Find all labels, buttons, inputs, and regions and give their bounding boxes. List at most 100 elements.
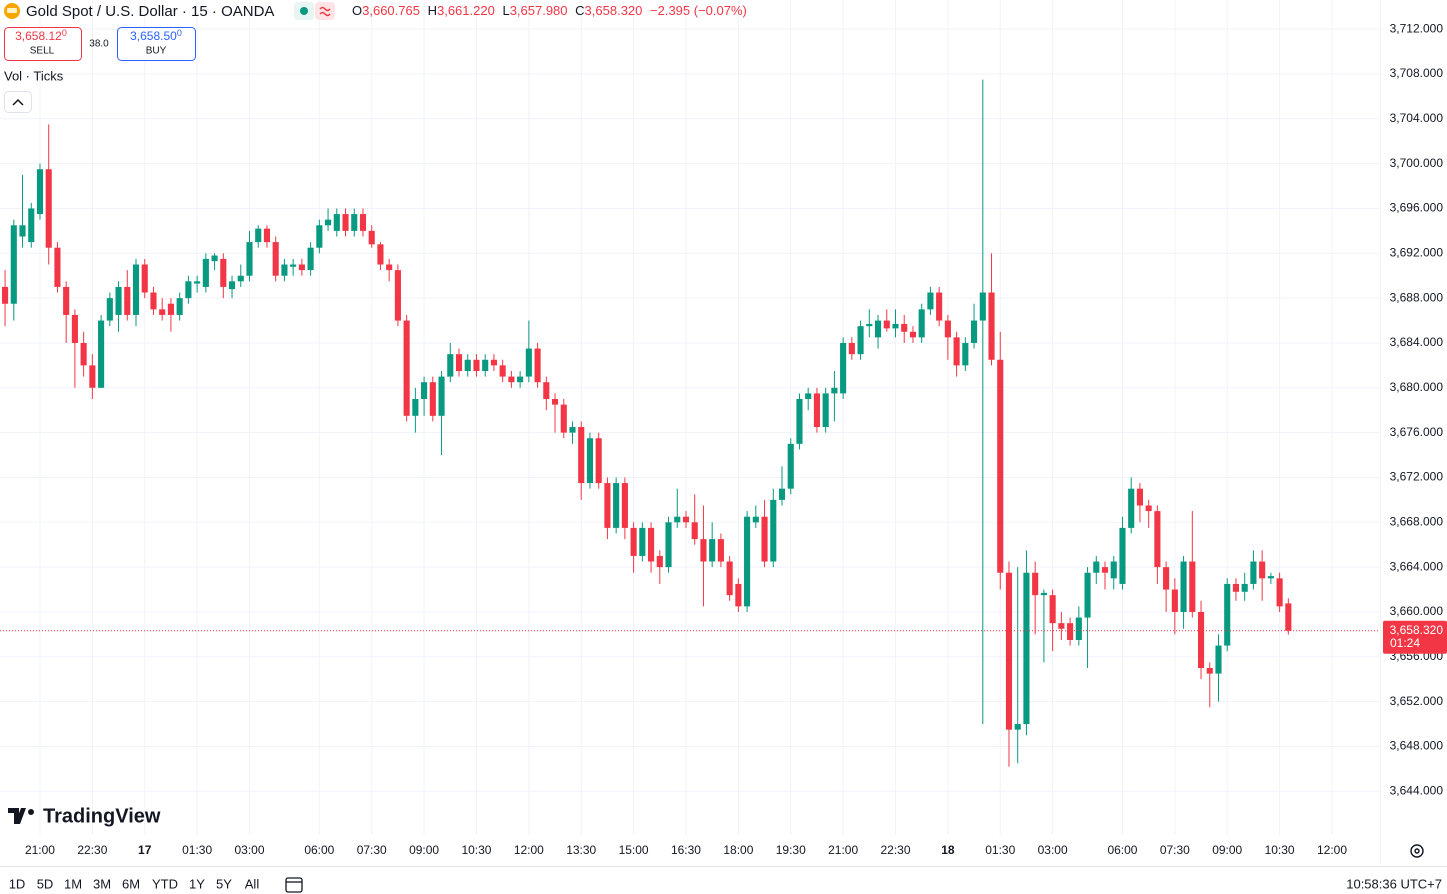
candle-body: [962, 342, 969, 366]
clock: 10:58:36 UTC+7: [1346, 876, 1442, 891]
y-tick-label: 3,696.000: [1390, 201, 1444, 215]
candle-body: [787, 443, 794, 489]
candle-body: [1267, 576, 1274, 579]
range-button[interactable]: 5Y: [216, 876, 232, 891]
candle-body: [1101, 567, 1109, 573]
candle-body: [1163, 567, 1170, 590]
candle-body: [953, 337, 960, 366]
x-tick-label: 12:00: [514, 843, 544, 857]
ohlc-value: 3,661.220: [437, 3, 495, 18]
range-button[interactable]: 1M: [64, 876, 82, 891]
x-tick-label: 03:00: [1038, 843, 1068, 857]
candle-body: [1180, 561, 1187, 612]
candle-body: [89, 365, 96, 388]
candle-body: [840, 342, 847, 394]
ohlc-value: 3,657.980: [510, 3, 568, 18]
candle-body: [1189, 561, 1196, 612]
candle-body: [185, 281, 192, 299]
candle-body: [744, 516, 751, 607]
candle-body: [54, 247, 61, 287]
x-tick-label: 12:00: [1317, 843, 1347, 857]
settings-icon-core: [1414, 848, 1420, 854]
candle-body: [429, 382, 436, 416]
candle-body: [19, 225, 26, 237]
x-tick-label: 10:30: [461, 843, 491, 857]
candle-body: [1005, 572, 1013, 730]
x-tick-label: 13:30: [566, 843, 596, 857]
header: Gold Spot / U.S. Dollar · 15 · OANDA O3,…: [4, 2, 747, 20]
y-tick-label: 3,668.000: [1390, 514, 1444, 528]
candle-body: [412, 399, 419, 416]
candle-body: [857, 326, 864, 355]
candle-body: [1276, 578, 1283, 607]
candle-body: [752, 516, 759, 523]
candle-body: [176, 298, 183, 315]
range-button[interactable]: All: [245, 876, 260, 891]
candle-body: [1075, 617, 1082, 640]
candle-body: [194, 281, 201, 284]
ohlc-key: H: [428, 3, 437, 18]
settings-button[interactable]: [1410, 844, 1424, 858]
candle-body: [386, 264, 393, 271]
indicator-label: Vol · Ticks: [4, 68, 64, 83]
collapse-button[interactable]: [4, 91, 32, 113]
buy-button[interactable]: [117, 27, 196, 61]
x-tick-label: 19:30: [776, 843, 806, 857]
sell-price-digit: 0: [62, 28, 67, 38]
range-button[interactable]: YTD: [152, 876, 178, 891]
compare-toggle[interactable]: [315, 2, 335, 20]
symbol-title: Gold Spot / U.S. Dollar · 15 · OANDA: [26, 3, 274, 20]
candle-body: [1285, 603, 1292, 631]
x-tick-label: 06:00: [304, 843, 334, 857]
candle-body: [368, 230, 375, 245]
candle-body: [28, 208, 35, 243]
candle-body: [551, 399, 559, 405]
candle-body: [333, 214, 340, 231]
y-tick-label: 3,708.000: [1390, 66, 1444, 80]
ohlc-key: L: [502, 3, 509, 18]
candle-body: [325, 219, 332, 226]
range-button[interactable]: 1Y: [189, 876, 205, 891]
candle-body: [455, 354, 463, 371]
candle-body: [901, 323, 908, 332]
candle-body: [228, 281, 236, 290]
sell-button[interactable]: [4, 27, 82, 61]
candle-body: [1128, 488, 1135, 528]
candle-body: [482, 359, 489, 371]
range-button[interactable]: 1D: [9, 876, 26, 891]
candle-body: [691, 522, 698, 540]
candle-body: [874, 320, 882, 338]
ohlc-change: −2.395 (−0.07%): [650, 3, 747, 18]
candle-body: [1110, 561, 1117, 579]
range-button[interactable]: 6M: [122, 876, 140, 891]
x-tick-label: 16:30: [671, 843, 701, 857]
candle-body: [831, 387, 838, 394]
buy-price: 3,658.500: [130, 28, 182, 43]
candle-body: [866, 323, 873, 327]
logo-text: TradingView: [43, 805, 161, 827]
candle-body: [71, 314, 78, 343]
buy-label: BUY: [146, 46, 167, 57]
candle-body: [761, 516, 768, 562]
x-tick-label: 01:30: [985, 843, 1015, 857]
candle-body: [848, 342, 855, 355]
candle-body: [159, 309, 166, 315]
candle-body: [1032, 572, 1039, 596]
candle-body: [796, 399, 803, 444]
range-button[interactable]: 5D: [37, 876, 54, 891]
candle-body: [211, 255, 218, 262]
y-tick-label: 3,688.000: [1390, 290, 1444, 304]
range-button[interactable]: 3M: [93, 876, 111, 891]
date-picker[interactable]: [285, 877, 303, 893]
candle-body: [621, 483, 628, 528]
candle-body: [735, 583, 742, 607]
candle-body: [709, 539, 716, 562]
candle-body: [1224, 583, 1231, 646]
candle-body: [1023, 572, 1030, 725]
candle-body: [141, 264, 148, 293]
candle-body: [936, 292, 943, 321]
y-tick-label: 3,712.000: [1390, 21, 1444, 35]
candle-body: [394, 270, 401, 321]
candle-body: [988, 292, 995, 360]
